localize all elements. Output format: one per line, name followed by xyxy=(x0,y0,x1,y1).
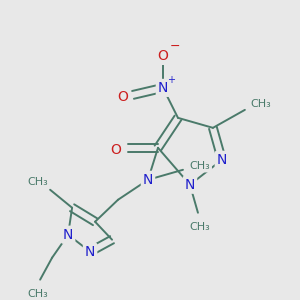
Text: CH₃: CH₃ xyxy=(190,222,210,232)
Text: O: O xyxy=(118,90,128,104)
Text: O: O xyxy=(111,143,122,157)
Text: N: N xyxy=(217,153,227,167)
Text: O: O xyxy=(158,49,168,63)
Text: N: N xyxy=(158,81,168,95)
Text: CH₃: CH₃ xyxy=(28,177,49,187)
Text: CH₃: CH₃ xyxy=(250,99,271,109)
Text: N: N xyxy=(85,245,95,259)
Text: −: − xyxy=(170,39,180,52)
Text: N: N xyxy=(185,178,195,192)
Text: N: N xyxy=(63,228,73,242)
Text: +: + xyxy=(167,75,175,85)
Text: N: N xyxy=(143,173,153,187)
Text: CH₃: CH₃ xyxy=(190,161,210,171)
Text: CH₃: CH₃ xyxy=(28,289,49,298)
